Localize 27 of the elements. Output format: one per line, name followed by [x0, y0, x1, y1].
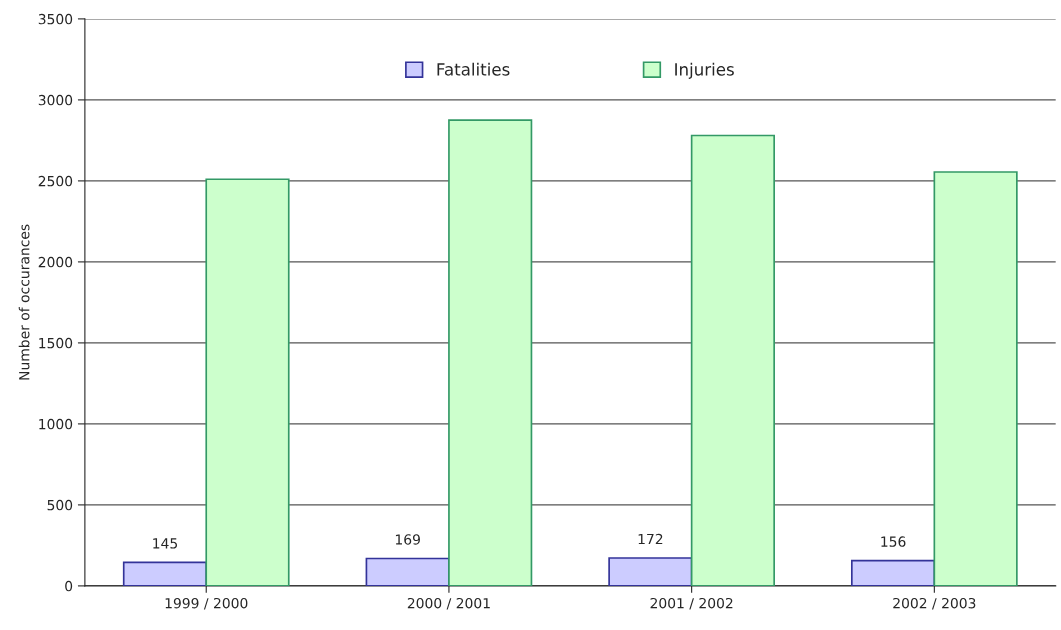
y-tick-label: 3500	[38, 13, 73, 25]
legend-label: Injuries	[675, 62, 734, 79]
x-tick-label: 2002 / 2003	[893, 597, 976, 610]
legend-label: Fatalities	[437, 62, 510, 76]
y-tick-label: 2000	[38, 256, 73, 268]
y-tick-label: 1000	[39, 418, 73, 430]
y-tick-label: 0	[65, 580, 73, 592]
bar	[365, 557, 450, 586]
bar	[850, 559, 936, 586]
data-label: 169	[395, 534, 420, 545]
bar	[690, 134, 775, 586]
x-tick-label: 2000 / 2001	[407, 597, 490, 610]
y-tick-label: 1500	[39, 337, 73, 349]
x-tick-label: 1999 / 2000	[165, 597, 248, 610]
y-tick-label: 500	[47, 499, 73, 511]
data-label: 156	[881, 536, 906, 547]
bar	[608, 557, 693, 586]
bar	[122, 561, 208, 586]
bar	[933, 171, 1018, 586]
y-tick-label: 2500	[38, 175, 73, 187]
bar	[205, 178, 290, 586]
bar	[448, 119, 533, 586]
data-label: 145	[153, 538, 178, 549]
y-axis-title: Number of occurances	[18, 224, 30, 380]
y-tick-label: 3000	[38, 94, 73, 106]
data-label: 172	[638, 533, 663, 545]
x-tick-label: 2001 / 2002	[650, 597, 733, 610]
